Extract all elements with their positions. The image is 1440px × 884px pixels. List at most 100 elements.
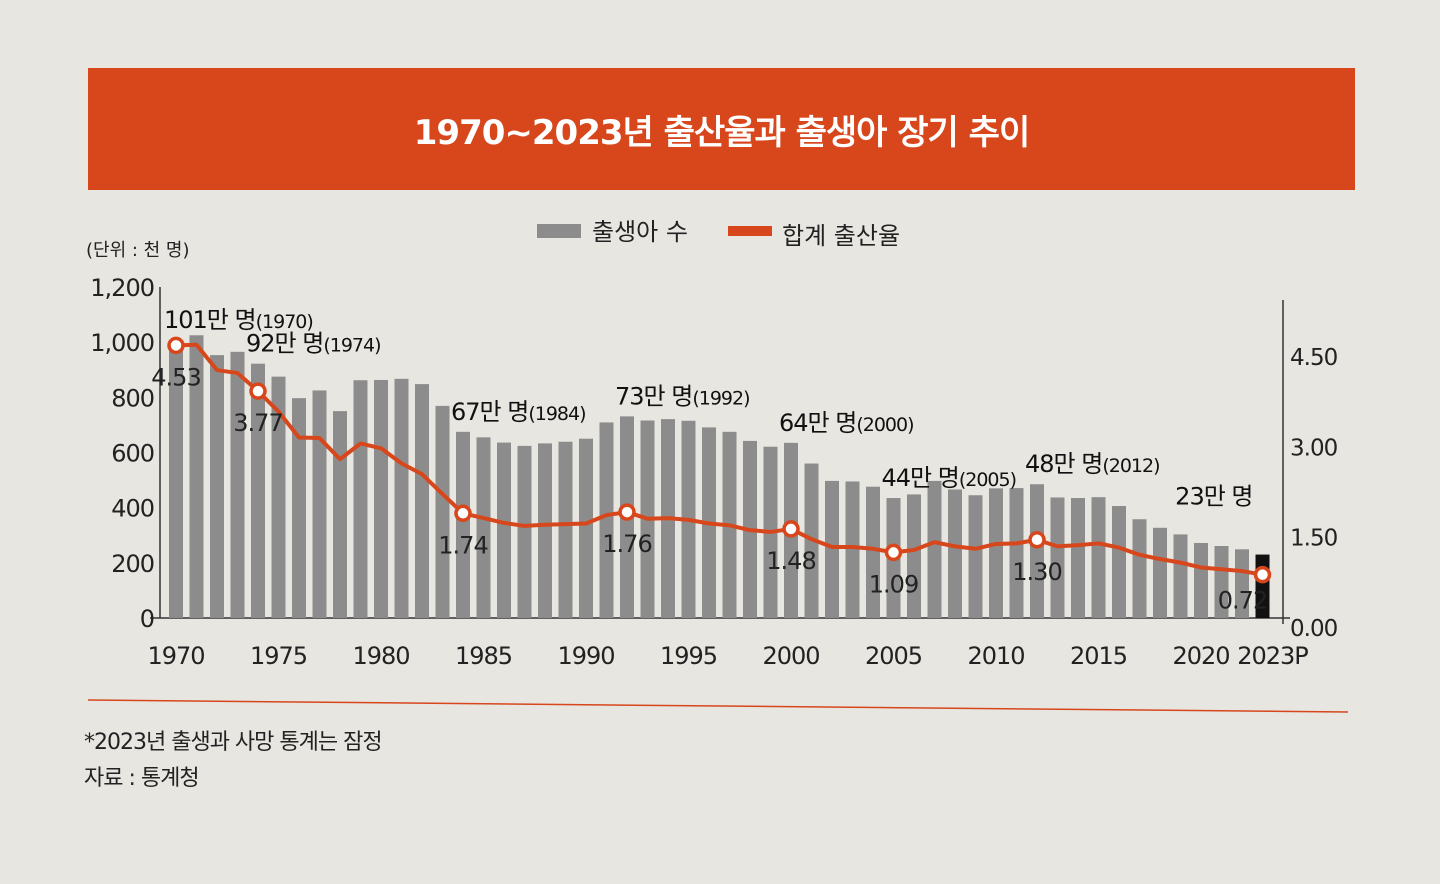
rate-label: 1.30 xyxy=(1012,558,1061,586)
rate-label: 1.09 xyxy=(869,570,918,598)
left-tick-label: 400 xyxy=(111,495,154,523)
bar-2016 xyxy=(1112,506,1126,618)
bar-2021 xyxy=(1214,546,1229,618)
x-tick-label: 2010 xyxy=(967,642,1024,670)
x-tick-label: 1970 xyxy=(147,642,204,670)
left-tick-label: 800 xyxy=(111,384,154,412)
legend-swatch-rate xyxy=(728,226,772,236)
rate-label: 3.77 xyxy=(233,409,282,437)
bar-2022 xyxy=(1235,549,1249,618)
bar-1988 xyxy=(538,443,552,618)
rate-line xyxy=(175,342,1263,577)
birth-label-2005: 44만 명(2005) xyxy=(882,464,1017,492)
birth-label-1984: 67만 명(1984) xyxy=(451,398,586,426)
bar-2020 xyxy=(1194,542,1208,618)
x-tick-label: 1990 xyxy=(557,642,614,670)
footer-divider xyxy=(87,699,1349,713)
bar-1990 xyxy=(579,438,593,618)
bar-2004 xyxy=(866,486,880,618)
x-tick-label: 2023P xyxy=(1237,642,1308,670)
bar-1978 xyxy=(333,411,347,618)
bar-2003 xyxy=(845,481,860,618)
bar-2008 xyxy=(948,489,962,618)
bar-1973 xyxy=(230,351,245,618)
rate-label: 4.53 xyxy=(151,363,200,391)
rate-marker-2012 xyxy=(1028,531,1046,549)
x-tick-label: 1980 xyxy=(352,642,409,670)
bar-1982 xyxy=(415,384,429,618)
bar-1979 xyxy=(353,380,368,618)
bar-2006 xyxy=(907,494,921,618)
bar-1970 xyxy=(169,340,183,618)
bar-2010 xyxy=(989,488,1003,618)
left-tick-label: 600 xyxy=(111,440,154,468)
bar-1987 xyxy=(517,445,532,618)
bar-2013 xyxy=(1050,497,1065,618)
rate-marker-1984 xyxy=(454,504,472,523)
bar-1989 xyxy=(558,441,573,618)
rate-marker-1974 xyxy=(249,382,267,400)
bar-2009 xyxy=(968,495,983,618)
rate-label: 1.48 xyxy=(766,547,815,575)
rate-marker-2023 xyxy=(1253,565,1272,584)
right-tick-label: 4.50 xyxy=(1290,345,1338,371)
bar-1976 xyxy=(292,398,306,618)
birth-label-2023: 23만 명 xyxy=(1175,483,1252,511)
bar-2015 xyxy=(1091,497,1106,618)
birth-label-2000: 64만 명(2000) xyxy=(779,409,914,437)
right-tick-label: 1.50 xyxy=(1290,526,1338,552)
rate-label: 1.74 xyxy=(438,531,487,559)
rate-marker-1970 xyxy=(167,336,185,355)
rate-label: 1.76 xyxy=(602,530,651,558)
x-tick-label: 1995 xyxy=(660,642,717,670)
bar-1983 xyxy=(435,405,450,618)
x-tick-label: 1975 xyxy=(250,642,307,670)
x-tick-label: 2000 xyxy=(762,642,819,670)
bar-1984 xyxy=(456,431,470,618)
x-tick-label: 2020 xyxy=(1172,642,1229,670)
birth-label-1970: 101만 명(1970) xyxy=(164,306,313,334)
birth-label-1974: 92만 명(1974) xyxy=(246,330,381,358)
legend-label-rate: 합계 출산율 xyxy=(782,222,900,250)
bar-2002 xyxy=(825,480,839,618)
right-tick-label: 0.00 xyxy=(1290,616,1338,642)
bar-1975 xyxy=(271,376,286,618)
right-tick-label: 3.00 xyxy=(1290,435,1338,461)
left-tick-label: 1,000 xyxy=(90,329,154,357)
bar-1980 xyxy=(374,379,388,618)
birth-label-2012: 48만 명(2012) xyxy=(1025,450,1160,478)
left-tick-label: 200 xyxy=(111,550,154,578)
left-tick-label: 1,200 xyxy=(90,274,154,302)
bar-1971 xyxy=(189,335,204,618)
legend-swatch-births xyxy=(537,224,581,238)
legend-label-births: 출생아 수 xyxy=(592,218,688,246)
x-tick-label: 1985 xyxy=(455,642,512,670)
rate-marker-1992 xyxy=(618,503,636,521)
bar-1986 xyxy=(497,442,511,618)
bar-1981 xyxy=(394,378,409,618)
bar-2018 xyxy=(1153,527,1167,618)
birth-label-1992: 73만 명(1992) xyxy=(615,382,750,410)
x-tick-label: 2015 xyxy=(1070,642,1127,670)
title-banner: 1970~2023년 출산율과 출생아 장기 추이 xyxy=(88,68,1355,190)
bar-1991 xyxy=(599,422,614,618)
unit-label: (단위 : 천 명) xyxy=(86,240,190,261)
bar-2012 xyxy=(1030,484,1044,618)
x-tick-label: 2005 xyxy=(865,642,922,670)
bar-1972 xyxy=(210,355,224,618)
source-note: 자료 : 통계청 xyxy=(84,766,200,791)
bar-1985 xyxy=(476,437,491,618)
bar-2014 xyxy=(1071,498,1085,618)
left-tick-label: 0 xyxy=(140,605,154,633)
bar-2019 xyxy=(1173,534,1188,618)
bar-2017 xyxy=(1132,519,1147,618)
bar-2011 xyxy=(1009,488,1024,618)
chart-title: 1970~2023년 출산율과 출생아 장기 추이 xyxy=(413,112,1030,153)
footnote: *2023년 출생과 사망 통계는 잠정 xyxy=(84,730,383,755)
bar-1974 xyxy=(251,363,265,618)
rate-marker-2005 xyxy=(884,543,903,562)
rate-marker-2000 xyxy=(782,520,800,538)
bar-2007 xyxy=(927,480,942,618)
bar-1977 xyxy=(312,390,327,618)
